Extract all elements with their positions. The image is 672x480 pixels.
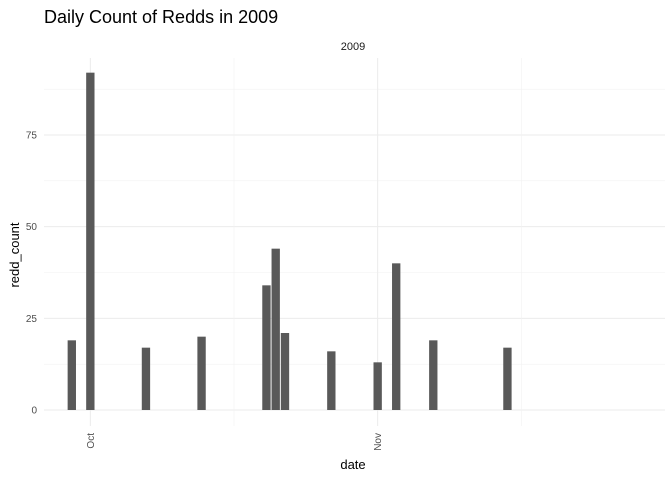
y-tick-label: 25 — [26, 314, 38, 325]
y-tick-label: 50 — [26, 222, 38, 233]
bar — [392, 263, 401, 410]
y-axis-ticks: 0 25 50 75 — [26, 131, 38, 417]
x-tick-label: Nov — [373, 433, 384, 451]
bars — [67, 72, 512, 411]
chart-title: Daily Count of Redds in 2009 — [44, 7, 278, 27]
y-tick-label: 0 — [31, 406, 37, 417]
y-tick-label: 75 — [26, 131, 38, 142]
gridlines — [44, 58, 665, 426]
bar — [503, 347, 512, 410]
y-axis-title: redd_count — [7, 222, 22, 287]
bar — [86, 72, 95, 411]
x-axis-ticks: Oct Nov — [86, 433, 384, 451]
bar — [271, 248, 280, 410]
bar — [429, 340, 438, 410]
bar — [373, 362, 382, 410]
bar — [197, 336, 206, 410]
bar — [67, 340, 76, 410]
x-tick-label: Oct — [86, 433, 97, 449]
bar — [327, 351, 336, 410]
facet-strip-label: 2009 — [341, 41, 365, 53]
x-axis-title: date — [340, 457, 365, 472]
bar — [141, 347, 151, 410]
bar — [280, 333, 290, 410]
bar — [262, 285, 271, 410]
